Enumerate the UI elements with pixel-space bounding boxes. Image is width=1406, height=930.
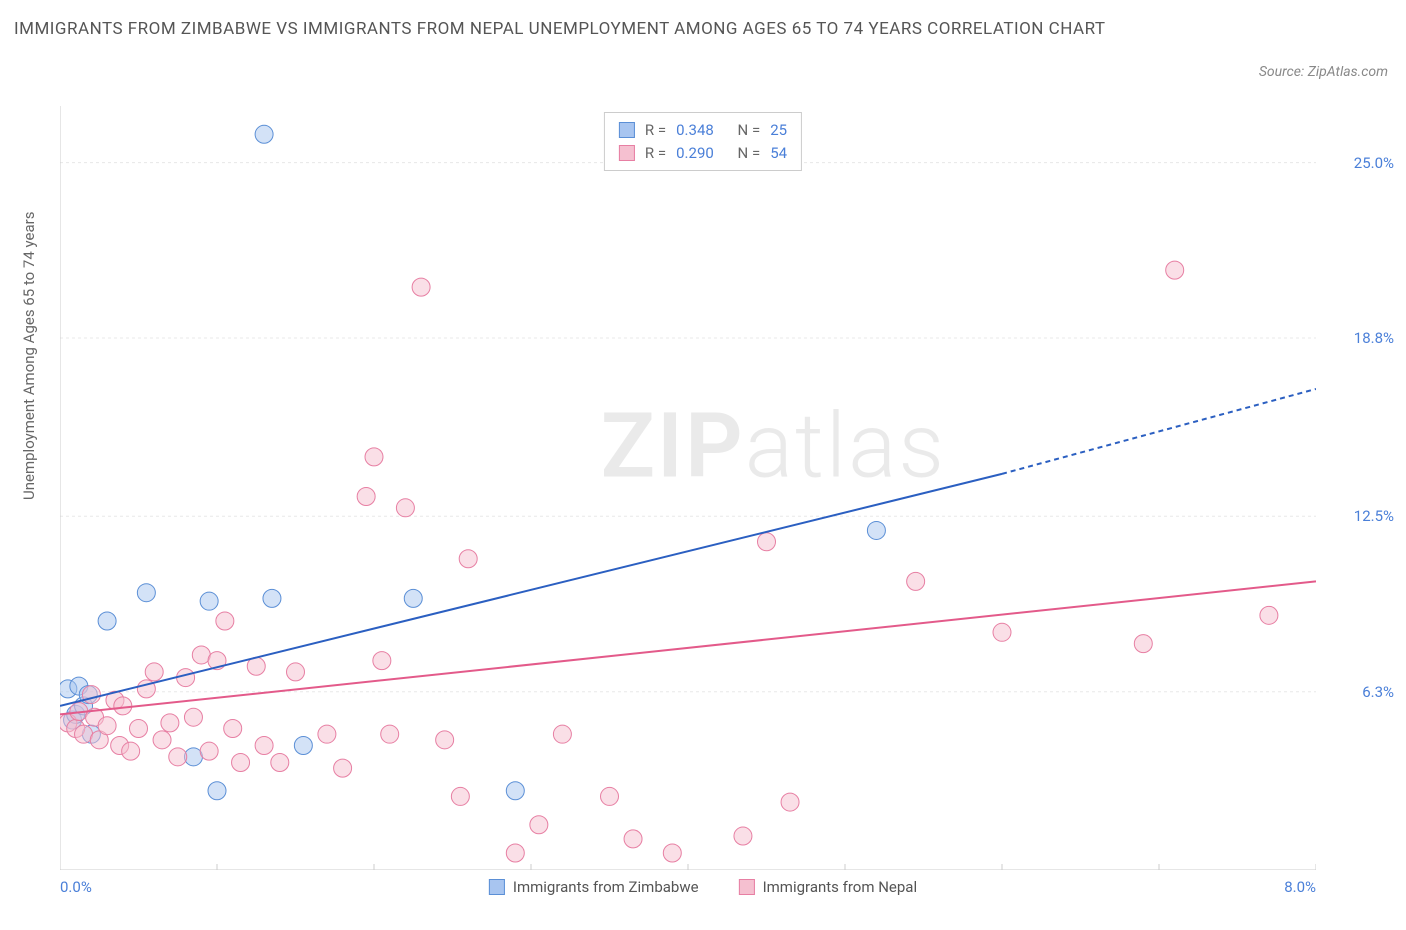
r-label: R =: [645, 119, 666, 142]
swatch-nepal: [739, 879, 755, 895]
y-tick-label: 12.5%: [1354, 507, 1394, 525]
n-value-zimbabwe: 25: [770, 119, 787, 142]
x-tick-label: 0.0%: [60, 878, 92, 896]
y-tick-label: 18.8%: [1354, 329, 1394, 347]
r-value-zimbabwe: 0.348: [676, 119, 714, 142]
n-value-nepal: 54: [770, 142, 787, 165]
source-attribution: Source: ZipAtlas.com: [1259, 64, 1388, 80]
swatch-zimbabwe: [619, 122, 635, 138]
bottom-legend: Immigrants from Zimbabwe Immigrants from…: [489, 878, 917, 896]
swatch-zimbabwe: [489, 879, 505, 895]
n-label: N =: [738, 142, 761, 165]
y-tick-label: 25.0%: [1354, 154, 1394, 172]
y-tick-label: 6.3%: [1362, 683, 1394, 701]
chart-plot-area: [60, 106, 1316, 870]
legend-item-zimbabwe: Immigrants from Zimbabwe: [489, 878, 699, 896]
x-tick-label: 8.0%: [1284, 878, 1316, 896]
chart-title: IMMIGRANTS FROM ZIMBABWE VS IMMIGRANTS F…: [14, 18, 1106, 42]
correlation-stats-box: R = 0.348 N = 25 R = 0.290 N = 54: [604, 112, 802, 171]
r-value-nepal: 0.290: [676, 142, 714, 165]
y-axis-label: Unemployment Among Ages 65 to 74 years: [20, 212, 38, 500]
r-label: R =: [645, 142, 666, 165]
legend-item-nepal: Immigrants from Nepal: [739, 878, 918, 896]
swatch-nepal: [619, 145, 635, 161]
legend-label-nepal: Immigrants from Nepal: [763, 878, 918, 896]
scatter-chart-svg: [60, 106, 1316, 870]
n-label: N =: [738, 119, 761, 142]
stats-row-nepal: R = 0.290 N = 54: [619, 142, 787, 165]
legend-label-zimbabwe: Immigrants from Zimbabwe: [513, 878, 699, 896]
stats-row-zimbabwe: R = 0.348 N = 25: [619, 119, 787, 142]
